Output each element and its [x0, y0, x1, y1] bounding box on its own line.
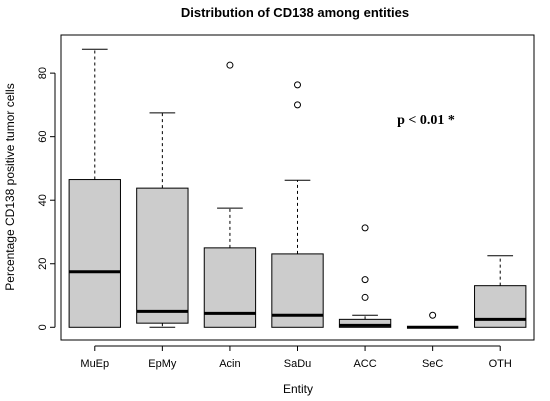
box-acin — [203, 61, 257, 328]
box-acc — [338, 224, 392, 328]
y-tick-label: 20 — [37, 258, 49, 270]
outlier-point — [361, 276, 369, 284]
box-muep — [68, 48, 121, 328]
outlier-point — [294, 101, 301, 109]
y-axis-label: Percentage CD138 positive tumor cells — [3, 83, 17, 290]
outlier-point — [294, 81, 301, 89]
box-epmy — [136, 112, 189, 328]
outlier-point — [361, 224, 369, 232]
x-tick-label: Acin — [219, 358, 240, 370]
x-axis: MuEp EpMy Acin SaDu ACC SeC OTH — [80, 345, 512, 370]
x-tick-label: MuEp — [80, 358, 109, 370]
box-sadu — [271, 81, 324, 328]
iqr-box — [338, 318, 392, 328]
plot-frame — [60, 34, 535, 341]
outlier-point — [429, 311, 437, 319]
box-oth — [474, 255, 527, 328]
iqr-box — [68, 179, 121, 328]
x-axis-label: Entity — [283, 382, 313, 396]
iqr-box — [203, 247, 257, 328]
p-value-annotation: p < 0.01 * — [397, 113, 455, 128]
y-axis: 0 20 40 60 80 — [37, 67, 56, 330]
x-tick-label: OTH — [489, 358, 512, 370]
iqr-box — [136, 187, 189, 324]
x-tick-label: SaDu — [284, 358, 312, 370]
y-tick-label: 60 — [37, 131, 49, 143]
x-tick-label: SeC — [422, 358, 443, 370]
x-tick-label: ACC — [353, 358, 376, 370]
y-tick-label: 40 — [37, 194, 49, 206]
x-tick-label: EpMy — [148, 358, 177, 370]
iqr-box — [474, 285, 527, 328]
outlier-point — [226, 61, 234, 69]
boxes-group — [68, 48, 527, 329]
outlier-point — [361, 293, 369, 301]
y-tick-label: 0 — [37, 324, 49, 330]
box-sec — [406, 311, 459, 329]
y-tick-label: 80 — [37, 67, 49, 79]
chart-title: Distribution of CD138 among entities — [181, 5, 409, 20]
